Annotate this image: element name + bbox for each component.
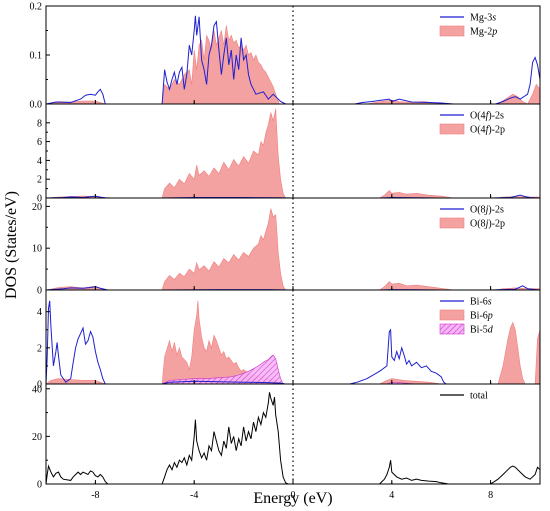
panel-mg: 0.0 0.1 0.2 Mg-3s Mg-2p [30, 2, 541, 111]
y-tick-label: 6 [37, 137, 42, 148]
panels-layer: 0.0 0.1 0.2 Mg-3s Mg-2p 0 2 4 6 8 O(4f)-2s O(4f)-2p… [30, 2, 541, 491]
y-tick-label: 2 [37, 175, 42, 186]
y-tick-label: 4 [37, 307, 42, 318]
y-tick-label: 0 [37, 480, 42, 491]
x-axis: -8 -4 0 4 8 [91, 490, 493, 501]
legend-label: Bi-6s [470, 297, 492, 308]
panel-plot-area [46, 392, 540, 484]
legend-swatch [439, 123, 465, 135]
x-tick-label: 4 [389, 490, 394, 501]
series-o-8j-2p-area [46, 208, 540, 290]
panel-bi: 0 2 4 Bi-6s Bi-6p Bi-5d [37, 289, 541, 391]
x-tick-label: 8 [488, 490, 493, 501]
x-tick-label: -4 [190, 490, 198, 501]
legend-label: total [470, 391, 488, 402]
series-total-line [46, 392, 540, 484]
x-axis-title: Energy (eV) [253, 490, 332, 507]
y-tick-label: 4 [37, 156, 42, 167]
x-tick-label: 0 [291, 490, 296, 501]
legend-swatch [439, 309, 465, 321]
legend-label: O(8j)-2p [470, 219, 505, 230]
series-bi-6s-line [46, 300, 540, 384]
y-tick-label: 0.2 [30, 2, 43, 13]
legend-swatch [439, 323, 465, 335]
y-tick-label: 0 [37, 380, 42, 391]
panel-o8j: 0 10 20 O(8j)-2s O(8j)-2p [32, 197, 541, 297]
y-tick-label: 0.1 [30, 51, 43, 62]
y-tick-label: 40 [32, 384, 42, 395]
legend-label: Bi-6p [470, 311, 493, 322]
y-tick-label: 0 [37, 286, 42, 297]
panel-plot-area [46, 300, 540, 384]
legend-label: Mg-3s [470, 13, 496, 24]
y-tick-label: 0 [37, 194, 42, 205]
legend: Bi-6s Bi-6p Bi-5d [439, 297, 494, 336]
legend-label: Bi-5d [470, 325, 494, 336]
legend-swatch [439, 217, 465, 229]
legend: Mg-3s Mg-2p [439, 13, 497, 38]
y-tick-label: 8 [37, 118, 42, 129]
x-tick-label: -8 [91, 490, 99, 501]
legend: O(8j)-2s O(8j)-2p [439, 205, 505, 230]
y-tick-label: 10 [32, 244, 42, 255]
y-tick-label: 0.0 [30, 100, 43, 111]
panel-total: 0 20 40 total [32, 383, 541, 491]
legend-label: O(4f)-2s [470, 111, 504, 122]
series-bi-5d-area [46, 354, 540, 384]
legend-swatch [439, 25, 465, 37]
y-tick-label: 2 [37, 343, 42, 354]
series-mg-3s-line [46, 15, 540, 104]
y-tick-label: 20 [32, 432, 42, 443]
y-axis-title: DOS (States/eV) [3, 191, 20, 299]
legend-label: Mg-2p [470, 27, 497, 38]
series-o-4f-2p-area [46, 108, 540, 198]
y-tick-label: 20 [32, 202, 42, 213]
panel-o4f: 0 2 4 6 8 O(4f)-2s O(4f)-2p [37, 103, 541, 205]
legend: total [440, 391, 488, 402]
legend: O(4f)-2s O(4f)-2p [439, 111, 505, 136]
legend-label: O(8j)-2s [470, 205, 504, 216]
series-bi-6p-area [46, 300, 540, 384]
legend-label: O(4f)-2p [470, 125, 505, 136]
